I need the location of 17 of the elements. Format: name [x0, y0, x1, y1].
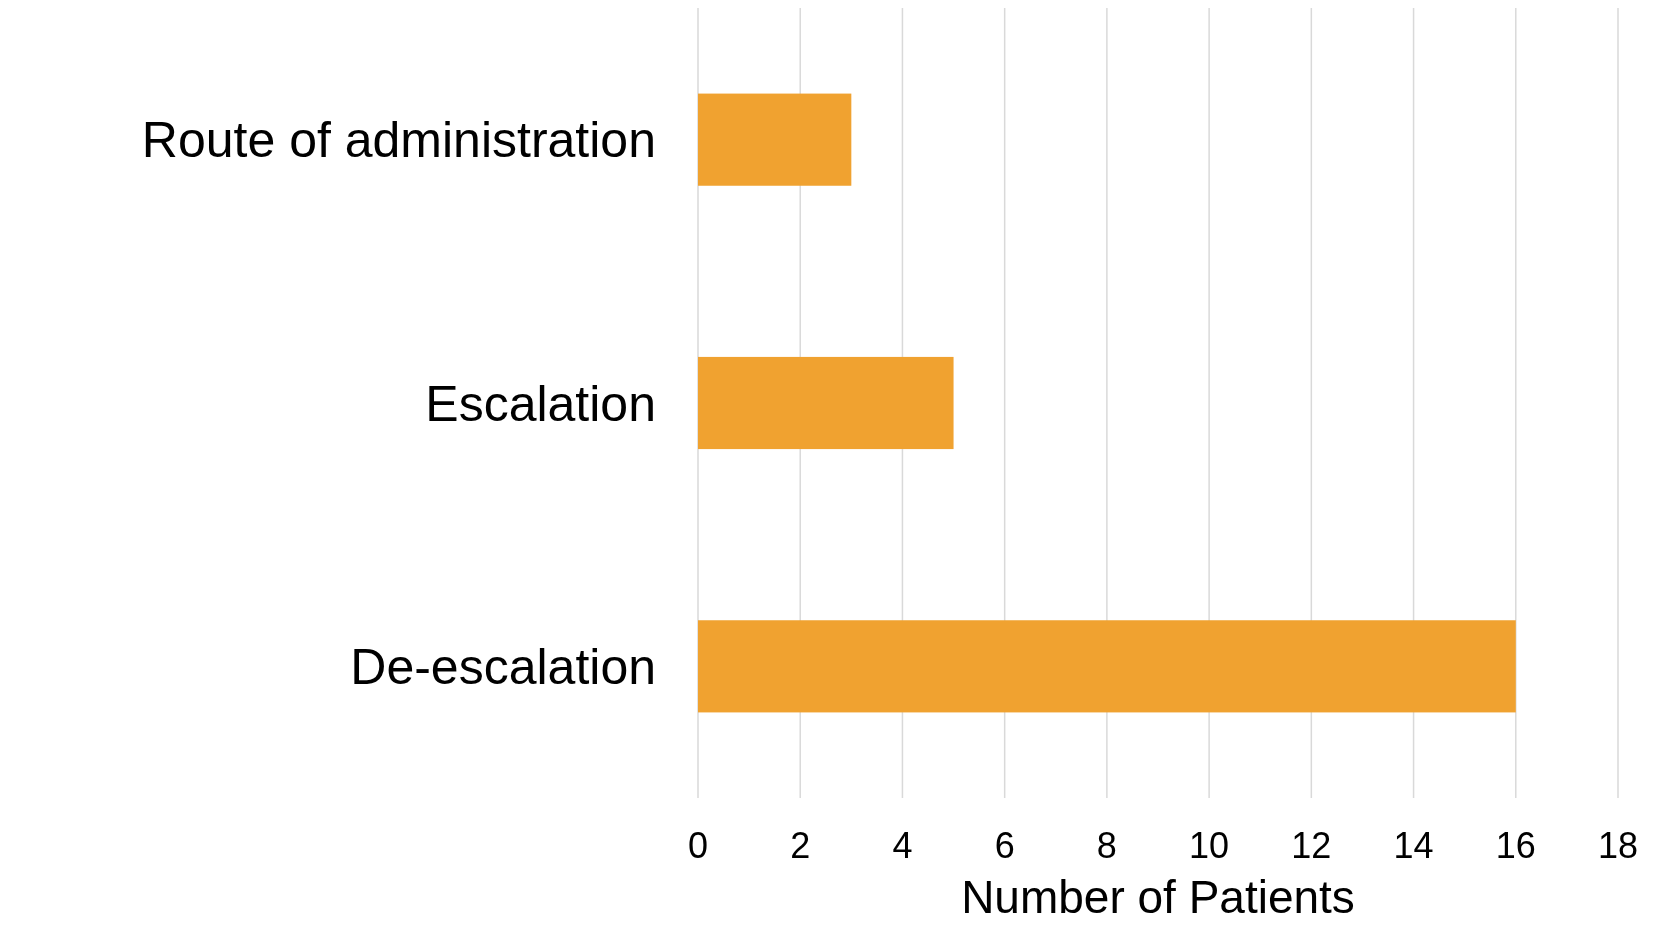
x-tick-label: 14: [1393, 825, 1434, 866]
x-tick-label: 0: [687, 825, 709, 866]
x-tick-label: 8: [1096, 825, 1117, 866]
x-tick-label: 10: [1189, 825, 1230, 866]
x-axis-title: Number of Patients: [961, 871, 1355, 923]
y-tick-label: De-escalation: [350, 638, 656, 695]
y-tick-label: Escalation: [425, 375, 656, 432]
x-tick-label: 6: [994, 825, 1015, 866]
x-tick-label: 2: [790, 825, 811, 866]
bar: [698, 93, 852, 186]
x-tick-label: 18: [1597, 825, 1639, 866]
y-tick-label: Route of administration: [141, 112, 656, 169]
bar: [698, 356, 954, 450]
x-tick-label: 4: [892, 825, 913, 866]
x-tick-label: 16: [1495, 825, 1536, 866]
bar: [698, 620, 1516, 713]
x-tick-label: 12: [1291, 825, 1332, 866]
